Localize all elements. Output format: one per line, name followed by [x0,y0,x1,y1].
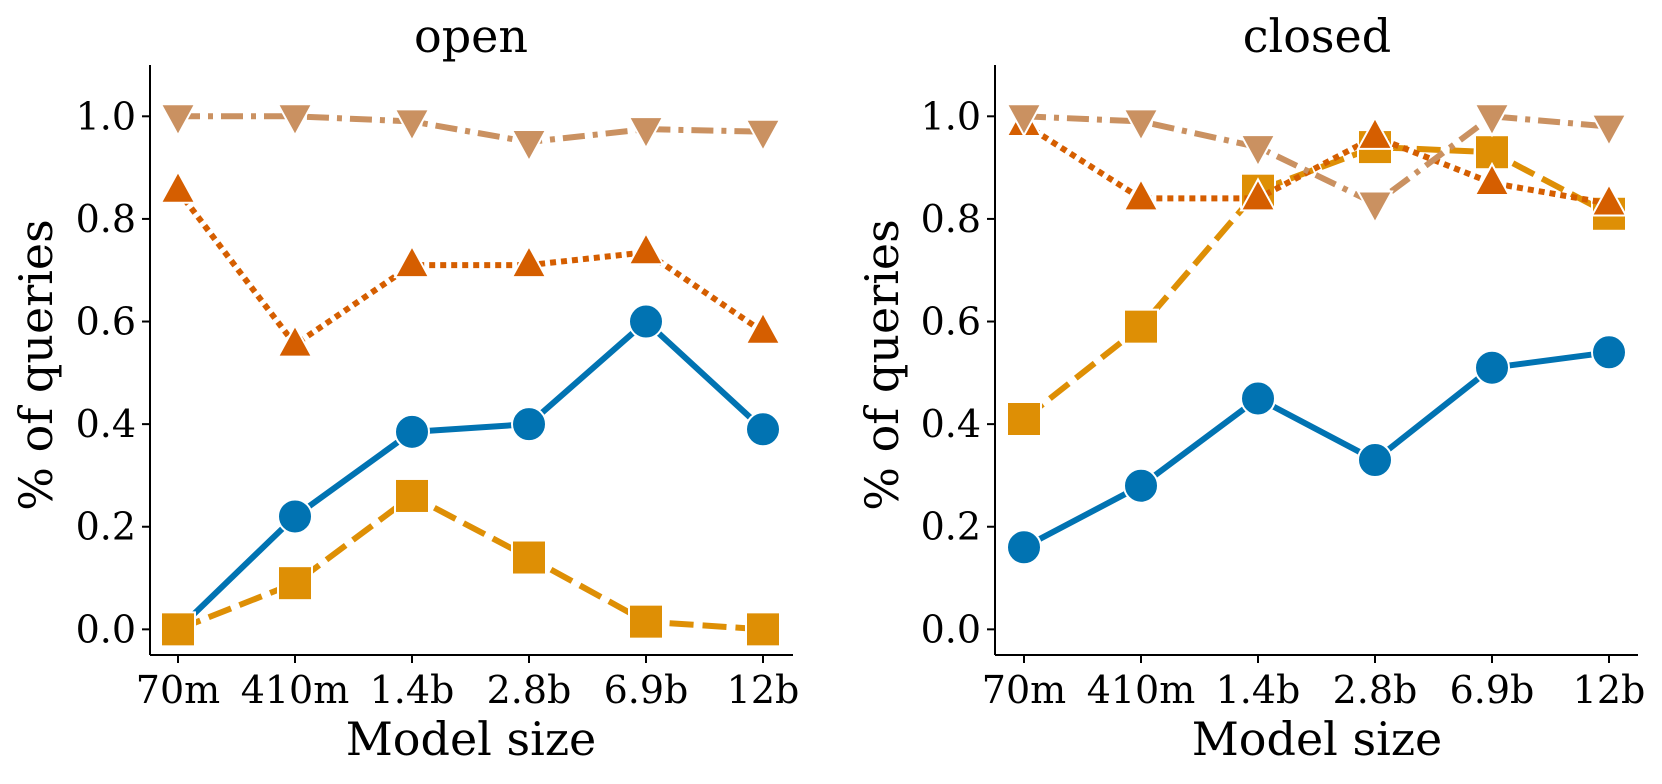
data-point-triangle-up [1473,161,1511,196]
series-line [1023,113,1610,207]
panel-closed: closed % of queries Model size 0.0 0.2 0.4… [855,9,1645,766]
data-point-square [628,603,664,640]
data-point-circle [1474,349,1510,386]
y-tick-label: 0.4 [921,402,981,446]
series-circle [160,303,781,648]
panel-title: closed [1243,9,1391,63]
data-point-square [1123,308,1159,345]
data-point-circle [277,498,313,535]
data-point-triangle-up [744,310,782,345]
y-tick-label: 1.0 [921,94,981,138]
x-axis-label: Model size [1192,712,1443,766]
data-point-triangle-up [510,244,548,279]
plot-area [159,103,782,648]
plot-area [1005,102,1628,566]
data-point-triangle-down [159,103,197,138]
axes: 0.0 0.2 0.4 0.6 0.8 1.0 70m 410m 1.4b 2.8b 6.9b 12b [76,65,800,712]
series-line [175,318,766,632]
x-tick-label: 70m [982,668,1066,712]
x-axis-label: Model size [346,712,597,766]
y-tick-label: 1.0 [76,94,136,138]
data-point-triangle-up [1122,177,1160,212]
data-point-triangle-up [393,244,431,279]
data-point-circle [394,413,430,450]
y-axis-label: % of queries [855,219,909,511]
data-point-circle [1357,442,1393,479]
y-tick-label: 0.2 [921,505,981,549]
data-point-circle [1006,529,1042,566]
data-point-triangle-up [159,169,197,204]
data-point-triangle-down [1356,190,1394,225]
data-point-triangle-up [1356,115,1394,150]
data-point-triangle-down [393,108,431,143]
x-tick-label: 2.8b [1333,668,1418,712]
y-tick-label: 0.4 [76,402,136,446]
series-line [1022,121,1610,207]
x-tick-label: 2.8b [487,668,572,712]
data-point-triangle-up [627,231,665,266]
data-point-triangle-down [1005,103,1043,138]
series-triangle-down [159,103,782,164]
series-triangle-up [159,169,782,358]
y-tick-label: 0.2 [76,505,136,549]
series-line [176,492,764,633]
data-point-circle [745,411,781,448]
x-tick-label: 12b [1573,668,1646,712]
y-tick-label: 0.6 [921,300,981,344]
data-point-triangle-up [276,323,314,358]
series-square [160,477,781,648]
data-point-triangle-up [1239,177,1277,212]
data-point-square [277,565,313,602]
y-tick-label: 0.0 [921,607,981,651]
y-tick-label: 0.8 [76,197,136,241]
x-tick-label: 12b [727,668,800,712]
series-line [178,113,764,145]
x-tick-label: 410m [241,668,350,712]
data-point-circle [1240,380,1276,417]
data-point-triangle-down [744,118,782,153]
panel-open: open % of queries Model size 0.00.20.40.… [9,9,799,766]
x-tick-label: 410m [1087,668,1196,712]
x-tick-label: 1.4b [1216,668,1301,712]
data-point-triangle-down [276,103,314,138]
data-point-triangle-down [510,128,548,164]
series-line [1022,349,1610,550]
data-point-square [511,539,547,576]
data-point-triangle-down [1590,113,1628,148]
x-tick-label: 6.9b [1450,668,1535,712]
series-triangle-down [1005,103,1628,225]
data-point-circle [628,303,664,340]
data-point-triangle-down [1239,134,1277,169]
data-point-square [745,611,781,648]
panel-title: open [414,9,528,63]
data-point-circle [511,406,547,443]
series-circle [1006,334,1627,566]
x-tick-label: 1.4b [370,668,455,712]
x-tick-label: 6.9b [604,668,689,712]
data-point-square [1006,401,1042,437]
x-tick-label: 70m [136,668,220,712]
data-point-triangle-down [627,116,665,151]
data-point-triangle-down [1122,108,1160,143]
y-tick-label: 0.6 [76,300,136,344]
y-tick-label: 0.8 [921,197,981,241]
series-line [175,188,765,348]
data-point-circle [1591,334,1627,371]
axes: 0.0 0.2 0.4 0.6 0.8 1.0 70m 410m 1.4b 2.8b 6.9b 12b [921,65,1646,712]
data-point-square [394,477,430,514]
y-axis-label: % of queries [9,219,63,511]
data-point-circle [1123,467,1159,504]
data-point-triangle-up [1590,182,1628,217]
data-point-triangle-down [1473,103,1511,138]
data-point-square [160,611,196,648]
y-tick-label: 0.0 [76,607,136,651]
